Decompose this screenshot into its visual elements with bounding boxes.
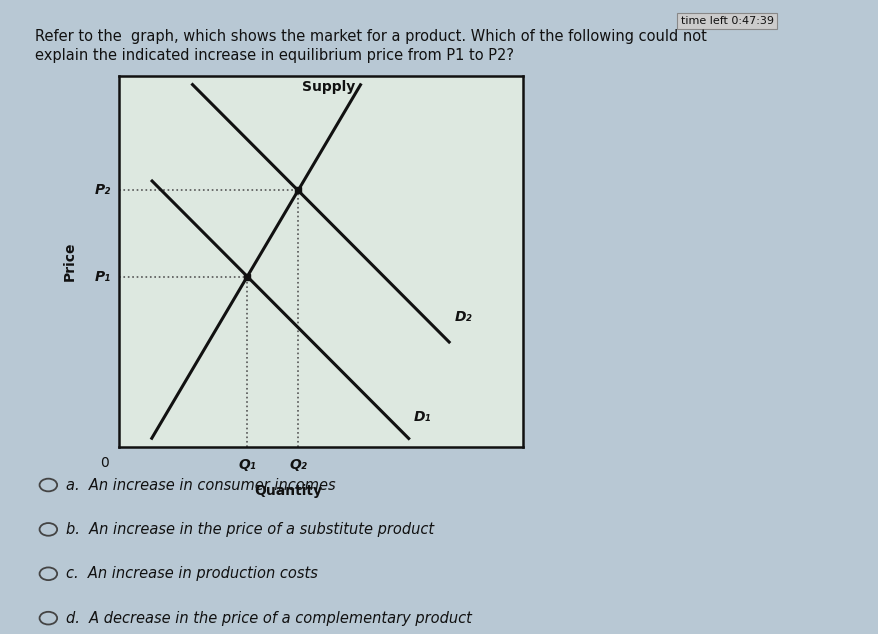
Text: a.  An increase in consumer incomes: a. An increase in consumer incomes [66, 477, 335, 493]
Text: Refer to the  graph, which shows the market for a product. Which of the followin: Refer to the graph, which shows the mark… [35, 29, 706, 44]
Text: P₂: P₂ [94, 183, 111, 197]
Text: c.  An increase in production costs: c. An increase in production costs [66, 566, 318, 581]
Text: P₁: P₁ [94, 269, 111, 283]
Text: Supply: Supply [302, 80, 355, 94]
Text: Quantity: Quantity [255, 484, 322, 498]
Text: 0: 0 [100, 456, 109, 470]
Text: D₁: D₁ [414, 410, 431, 424]
Text: Price: Price [63, 242, 77, 281]
Text: Q₁: Q₁ [238, 458, 255, 472]
Text: time left 0:47:39: time left 0:47:39 [680, 16, 773, 26]
Text: D₂: D₂ [454, 310, 471, 324]
Text: explain the indicated increase in equilibrium price from P1 to P2?: explain the indicated increase in equili… [35, 48, 514, 63]
Text: d.  A decrease in the price of a complementary product: d. A decrease in the price of a compleme… [66, 611, 471, 626]
Text: b.  An increase in the price of a substitute product: b. An increase in the price of a substit… [66, 522, 434, 537]
Text: Q₂: Q₂ [289, 458, 306, 472]
